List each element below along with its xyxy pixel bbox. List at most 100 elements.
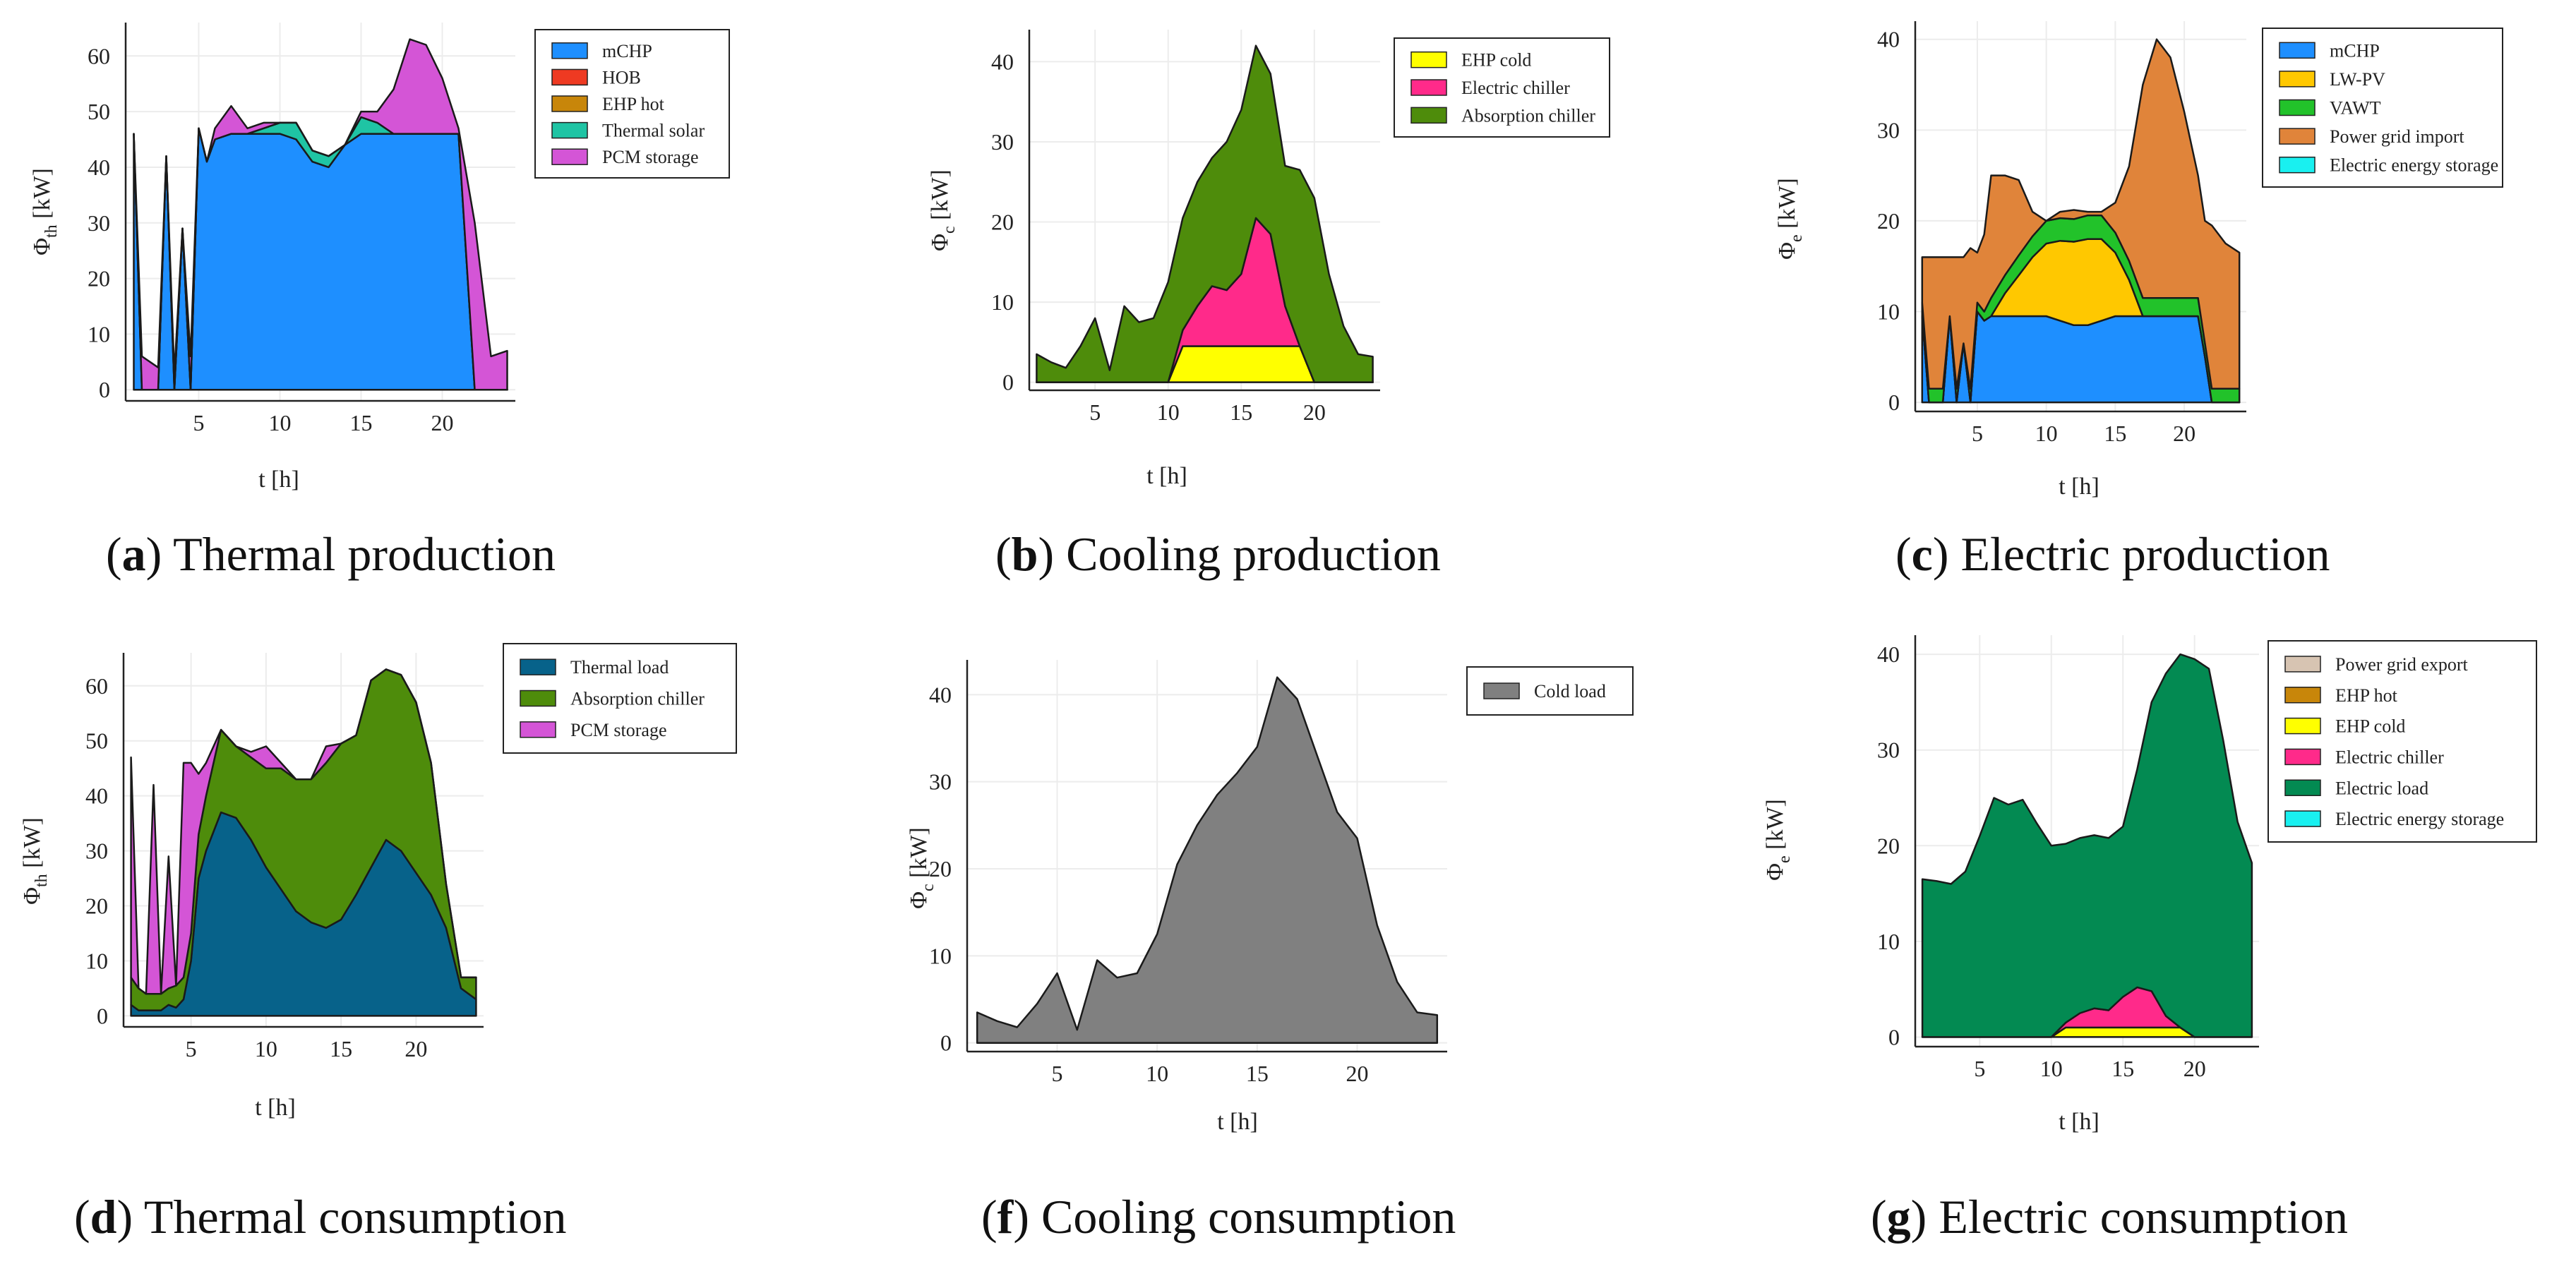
x-tick-label: 5: [193, 410, 205, 435]
x-tick-label: 5: [1972, 421, 1983, 446]
y-tick-label: 40: [929, 682, 952, 707]
x-tick-label: 20: [1346, 1061, 1369, 1086]
y-axis-label-unit: [kW]: [1762, 799, 1788, 855]
legend-label: Thermal solar: [602, 121, 705, 141]
legend-swatch: [2279, 42, 2316, 59]
panel-caption: (f) Cooling consumption: [981, 1190, 1456, 1244]
caption-text: Cooling consumption: [1041, 1190, 1456, 1244]
chart-b: 5 10 15 20 0 10 20 30 40 t [h] Φc [kW] EHP cold Elec…: [927, 30, 1610, 581]
legend-label: PCM storage: [570, 720, 667, 740]
x-tick-label: 10: [255, 1036, 277, 1061]
caption-paren-open: (: [1895, 527, 1912, 581]
legend-label: Electric energy storage: [2330, 155, 2498, 176]
panel-caption: (b) Cooling production: [995, 527, 1441, 581]
caption-text: Electric production: [1961, 527, 2330, 581]
x-tick-label: 15: [1230, 399, 1252, 425]
legend-swatch: [2279, 156, 2316, 174]
caption-paren-open: (: [981, 1190, 998, 1244]
y-axis-label-subscript: c: [919, 884, 937, 891]
y-axis-label-symbol: Φ: [906, 891, 932, 909]
x-tick-label: 10: [2040, 1056, 2063, 1081]
y-tick-label: 10: [88, 321, 110, 347]
caption-paren-open: (: [995, 527, 1012, 581]
x-tick-label: 5: [1052, 1061, 1063, 1086]
legend-label: HOB: [602, 67, 641, 88]
y-tick-label: 0: [1888, 1024, 1900, 1049]
area-electric-load: [1921, 653, 2253, 1038]
x-axis-label: t [h]: [258, 467, 299, 493]
x-tick-label: 20: [405, 1036, 427, 1061]
legend-swatch: [551, 68, 588, 86]
x-tick-label: 10: [2035, 421, 2058, 446]
y-axis-label-unit: [kW]: [906, 827, 932, 884]
y-tick-label: 60: [85, 673, 108, 699]
y-tick-label: 30: [1877, 117, 1900, 143]
legend-label: Power grid import: [2330, 126, 2464, 147]
x-axis-label: t [h]: [1146, 463, 1187, 489]
y-axis-label-unit: [kW]: [29, 168, 55, 224]
caption-paren-close: ): [1933, 527, 1961, 581]
y-tick-label: 50: [88, 99, 110, 124]
legend-swatch: [2284, 810, 2321, 827]
y-axis-label-subscript: th: [32, 874, 51, 887]
caption-paren-close: ): [146, 527, 173, 581]
legend-swatch: [2284, 687, 2321, 704]
x-tick-label: 5: [1974, 1056, 1985, 1081]
caption-paren-open: (: [1871, 1190, 1887, 1244]
legend-box: [2268, 640, 2537, 843]
y-axis-label: Φc [kW]: [906, 827, 937, 909]
x-axis-label: t [h]: [1217, 1109, 1258, 1135]
legend-label: Electric chiller: [1461, 78, 1570, 98]
legend-swatch: [520, 721, 556, 738]
caption-paren-open: (: [106, 527, 122, 581]
area-cold-load: [976, 676, 1439, 1044]
caption-text: Thermal consumption: [144, 1190, 567, 1244]
legend-swatch: [551, 42, 588, 59]
x-tick-label: 15: [2111, 1056, 2134, 1081]
x-axis-label: t [h]: [255, 1095, 296, 1121]
legend-label: mCHP: [2330, 40, 2380, 61]
legend-swatch: [1410, 79, 1447, 96]
y-tick-label: 40: [1877, 27, 1900, 52]
y-axis-label-symbol: Φ: [1774, 242, 1800, 260]
legend-swatch: [1483, 682, 1520, 699]
x-tick-label: 20: [1303, 399, 1326, 425]
y-axis-label: Φc [kW]: [927, 169, 959, 251]
legend-label: EHP hot: [2335, 685, 2398, 706]
y-tick-label: 0: [97, 1003, 108, 1028]
x-tick-label: 5: [1089, 399, 1101, 425]
y-tick-label: 20: [991, 210, 1014, 235]
legend-swatch: [2284, 717, 2321, 735]
caption-paren-close: ): [1013, 1190, 1041, 1244]
legend-label: EHP cold: [1461, 50, 1531, 71]
legend-swatch: [2284, 748, 2321, 766]
chart-a: 5 10 15 20 0 10 20 30 40 50 60 t [h] Φth [kW] mCHP HOB…: [29, 23, 730, 581]
y-tick-label: 60: [88, 43, 110, 68]
area-pcm-storage: [133, 38, 508, 391]
caption-paren-close: ): [116, 1190, 143, 1244]
x-tick-label: 15: [350, 410, 373, 435]
legend-label: Electric chiller: [2335, 747, 2444, 767]
y-tick-label: 20: [1877, 208, 1900, 234]
y-tick-label: 30: [88, 210, 110, 236]
y-tick-label: 0: [1002, 370, 1014, 395]
legend-swatch: [2279, 128, 2316, 145]
y-tick-label: 0: [940, 1030, 952, 1056]
y-tick-label: 10: [929, 943, 952, 968]
caption-text: Thermal production: [173, 527, 556, 581]
y-axis-label-subscript: c: [940, 226, 959, 234]
caption-paren-open: (: [74, 1190, 90, 1244]
y-tick-label: 20: [85, 893, 108, 919]
legend-swatch: [2284, 656, 2321, 673]
x-tick-label: 15: [330, 1036, 352, 1061]
y-tick-label: 0: [99, 377, 110, 402]
legend-label: EHP cold: [2335, 716, 2405, 737]
caption-letter: b: [1012, 527, 1038, 581]
legend-label: Electric energy storage: [2335, 809, 2504, 829]
y-axis-label-unit: [kW]: [1774, 178, 1800, 234]
legend-label: Thermal load: [570, 657, 669, 678]
legend-label: mCHP: [602, 41, 652, 61]
chart-g: 5 10 15 20 0 10 20 30 40 t [h] Φe [kW] Power grid e…: [1762, 635, 2537, 1244]
x-tick-label: 10: [269, 410, 292, 435]
